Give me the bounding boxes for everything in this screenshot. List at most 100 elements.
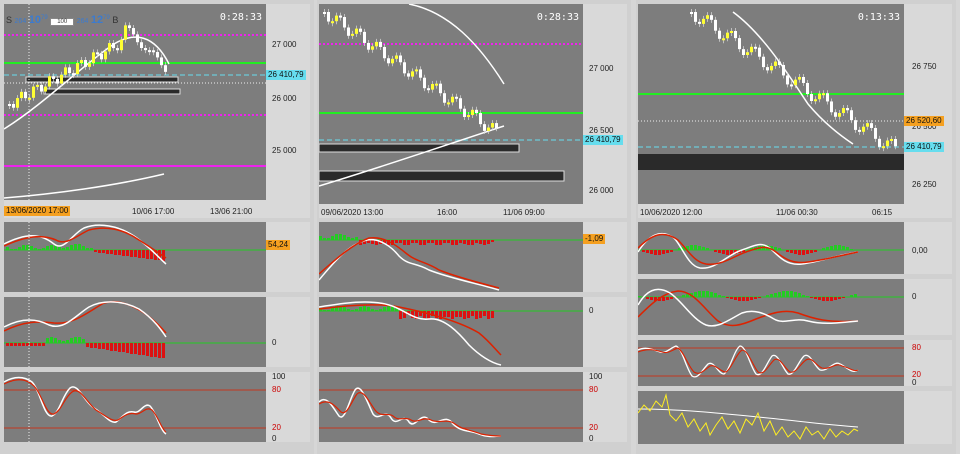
oscillator-axis-2a[interactable]: -1,09 [583,222,627,292]
stochastic-pane-1[interactable] [4,372,266,442]
candle [794,79,797,86]
histogram-bar [122,343,125,352]
time-axis-2[interactable]: 09/06/2020 13:00 16:00 11/06 09:00 [319,204,627,218]
candle [24,91,27,99]
histogram-bar [682,247,685,250]
histogram-bar [22,343,25,346]
histogram-bar [662,250,665,254]
oscillator-pane-3a[interactable] [638,222,904,274]
stoch-label-100: 100 [272,372,286,381]
time-axis-3[interactable]: 10/06/2020 12:00 11/06 00:30 06:15 [638,204,952,218]
histogram-bar [806,296,809,297]
histogram-bar [371,240,374,244]
histogram-bar [30,343,33,346]
oscillator-axis-1a[interactable]: 54,24 [266,222,310,292]
sell-price-small[interactable]: 264 [14,18,27,25]
candle [395,55,398,59]
histogram-bar [407,311,410,315]
histogram-bar [774,293,777,297]
histogram-bar [854,294,857,297]
oscillator-axis-3b[interactable]: 0 [904,279,952,335]
histogram-bar [14,249,17,250]
candle [495,123,498,129]
oscillator-pane-2b[interactable] [319,297,583,367]
macd-canvas-2a [319,234,583,291]
stochastic-axis-2[interactable]: 100 80 20 0 [583,372,627,443]
price-axis-1[interactable]: 27 000 26 000 25 000 26 410,79 [266,4,310,200]
histogram-bar [78,244,81,250]
histogram-bar [794,250,797,254]
buy-label[interactable]: B [112,15,119,25]
price-label: 26 750 [912,62,937,71]
histogram-bar [6,343,9,346]
histogram-bar [387,306,390,311]
price-axis-3[interactable]: 26 750 26 500 26 250 26 520,60 26 410,79 [904,4,952,204]
histogram-bar [118,343,121,352]
candle [124,25,127,40]
price-pane-1[interactable]: S 264 1079 100 264 1279 B 0:28:33 [4,4,266,200]
oscillator-axis-3a[interactable]: 0,00 [904,222,952,274]
stochastic-axis-3[interactable]: 80 20 0 [904,340,952,387]
candle [36,84,39,87]
sell-price-big[interactable]: 10 [28,14,41,26]
price-label: 26 000 [589,186,614,195]
price-axis-2[interactable]: 27 000 26 500 26 000 26 410,79 [583,4,627,204]
stochastic-pane-3[interactable] [638,340,904,386]
candle [12,104,15,108]
candle [28,97,31,100]
candle [738,38,741,50]
histogram-bar [395,240,398,243]
histogram-bar [158,250,161,260]
candle [882,146,885,149]
oscillator-pane-2a[interactable] [319,222,583,292]
candle [419,69,422,78]
chart-window-1: S 264 1079 100 264 1279 B 0:28:33 27 000… [0,0,314,454]
histogram-bar [790,250,793,253]
sell-label[interactable]: S [6,15,13,25]
stoch-label-80: 80 [272,385,281,394]
price-pane-3[interactable]: 0:13:33 [638,4,904,204]
histogram-bar [838,245,841,250]
wpr-axis-3[interactable] [904,391,952,444]
histogram-bar [54,338,57,343]
buy-price-small[interactable]: 264 [76,18,89,25]
buy-price-big[interactable]: 12 [90,14,104,26]
candle [698,21,701,24]
histogram-bar [666,250,669,253]
stochastic-axis-1[interactable]: 100 80 20 0 [266,372,310,443]
histogram-bar [746,297,749,301]
oscillator-pane-3b[interactable] [638,279,904,335]
candle [423,77,426,89]
price-pane-2[interactable]: 0:28:33 [319,4,583,204]
candle [730,31,733,34]
histogram-bar [387,240,390,245]
volume-field[interactable]: 100 [50,18,75,26]
histogram-bar [818,297,821,300]
oscillator-pane-1a[interactable] [4,222,266,292]
time-axis-1[interactable]: 13/06/2020 17:00 10/06 17:00 13/06 21:00 [4,200,310,218]
histogram-bar [650,250,653,254]
histogram-bar [702,247,705,250]
histogram-bar [447,240,450,243]
histogram-bar [782,291,785,297]
histogram-bar [122,250,125,256]
histogram-bar [766,295,769,297]
oscillator-pane-1b[interactable] [4,297,266,367]
trade-panel[interactable]: S 264 1079 100 264 1279 B [6,14,118,26]
candle [160,57,163,66]
candle [459,98,462,109]
candle [140,42,143,48]
histogram-bar [491,240,494,242]
histogram-bar [690,245,693,250]
candle [56,78,59,84]
oscillator-axis-1b[interactable]: 0 [266,297,310,367]
histogram-bar [459,240,462,243]
histogram-bar [846,247,849,250]
histogram-bar [654,250,657,255]
wpr-pane-3[interactable] [638,391,904,444]
stochastic-pane-2[interactable] [319,372,583,442]
oscillator-axis-2b[interactable]: 0 [583,297,627,367]
histogram-bar [411,311,414,318]
histogram-bar [483,240,486,245]
candle [16,98,19,108]
